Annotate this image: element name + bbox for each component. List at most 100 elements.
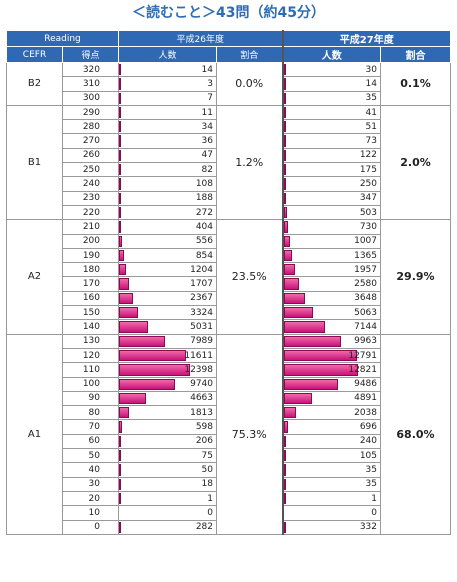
table-row: 50 75 105 (7, 448, 451, 464)
score-cell: 60 (62, 433, 119, 450)
count-value: 47 (201, 150, 213, 161)
count-bar (119, 378, 175, 390)
count-value: 854 (195, 250, 213, 261)
count-26-cell: 1204 (118, 262, 217, 278)
count-value: 1813 (190, 407, 213, 418)
count-value: 1204 (190, 264, 213, 275)
header-reading: Reading (6, 30, 119, 47)
count-bar (119, 249, 124, 262)
count-bar (283, 378, 338, 390)
count-27-cell: 9963 (282, 333, 381, 349)
count-26-cell: 7 (118, 90, 217, 106)
count-value: 3648 (354, 293, 377, 304)
count-bar (119, 135, 121, 147)
count-26-cell: 12398 (118, 362, 217, 378)
table-row: 280 34 51 (7, 119, 451, 135)
count-27-cell: 5063 (282, 305, 381, 321)
count-27-cell: 12821 (282, 362, 381, 378)
count-value: 35 (365, 464, 377, 475)
count-27-cell: 1 (282, 490, 381, 507)
count-value: 0 (207, 507, 213, 518)
cefr-level: A2 (6, 219, 63, 335)
score-cell: 240 (62, 176, 119, 192)
count-bar (283, 221, 288, 233)
count-value: 7989 (190, 336, 213, 347)
count-value: 41 (365, 107, 377, 118)
count-bar (283, 164, 286, 176)
count-value: 14 (201, 64, 213, 75)
header-cefr: CEFR (6, 46, 63, 63)
count-27-cell: 1365 (282, 247, 381, 264)
score-cell: 200 (62, 233, 119, 249)
count-27-cell: 14 (282, 76, 381, 92)
table-row: 0 282 332 (7, 519, 451, 535)
header-ratio-26: 割合 (216, 46, 284, 63)
count-27-cell: 1007 (282, 233, 381, 249)
score-cell: 170 (62, 276, 119, 292)
count-value: 1957 (354, 264, 377, 275)
score-cell: 320 (62, 61, 119, 78)
score-cell: 290 (62, 104, 119, 121)
score-cell: 100 (62, 376, 119, 392)
count-27-cell: 9486 (282, 376, 381, 392)
count-value: 1007 (354, 236, 377, 247)
score-cell: 150 (62, 305, 119, 321)
cefr-level: A1 (6, 333, 63, 535)
count-value: 3 (207, 78, 213, 89)
count-bar (283, 364, 358, 376)
count-27-cell: 105 (282, 448, 381, 464)
count-bar (119, 421, 122, 433)
table-row: 100 9740 9486 (7, 376, 451, 392)
count-value: 82 (201, 164, 213, 175)
table-row: 110 12398 12821 (7, 362, 451, 378)
count-value: 5063 (354, 307, 377, 318)
count-value: 1 (371, 493, 377, 504)
score-cell: 310 (62, 76, 119, 92)
score-cell: 30 (62, 476, 119, 492)
count-26-cell: 18 (118, 476, 217, 492)
count-26-cell: 108 (118, 176, 217, 192)
table-row: 90 4663 4891 (7, 390, 451, 407)
count-bar (119, 221, 121, 233)
count-value: 108 (195, 179, 213, 190)
count-27-cell: 347 (282, 190, 381, 206)
count-value: 206 (195, 436, 213, 447)
count-value: 18 (201, 479, 213, 490)
table-row: 80 1813 2038 (7, 405, 451, 421)
count-26-cell: 272 (118, 204, 217, 221)
count-value: 556 (195, 236, 213, 247)
count-26-cell: 206 (118, 433, 217, 450)
count-26-cell: 3 (118, 76, 217, 92)
count-27-cell: 35 (282, 90, 381, 106)
count-bar (119, 450, 121, 462)
page-title: ＜読むこと＞43問（約45分） (132, 5, 325, 21)
count-26-cell: 4663 (118, 390, 217, 407)
ratio-27: 2.0% (380, 104, 451, 221)
count-value: 12791 (348, 350, 377, 361)
count-26-cell: 3324 (118, 305, 217, 321)
reading-score-table: Reading 平成26年度 平成27年度 CEFR 得点 人数 割合 人数 割… (6, 30, 451, 535)
count-bar (119, 521, 121, 533)
score-cell: 140 (62, 319, 119, 335)
count-26-cell: 7989 (118, 333, 217, 349)
score-cell: 260 (62, 147, 119, 164)
count-value: 1707 (190, 279, 213, 290)
count-26-cell: 36 (118, 133, 217, 149)
count-bar (283, 307, 313, 319)
count-27-cell: 2580 (282, 276, 381, 292)
table-row: 180 1204 1957 (7, 262, 451, 278)
count-value: 30 (365, 64, 377, 75)
count-26-cell: 9740 (118, 376, 217, 392)
count-bar (283, 521, 286, 533)
table-row: A2 210 404 23.5% 730 29.9% (6, 219, 451, 335)
count-bar (119, 307, 138, 319)
count-value: 14 (365, 78, 377, 89)
count-bar (119, 164, 121, 176)
count-27-cell: 250 (282, 176, 381, 192)
count-value: 105 (359, 450, 377, 461)
count-bar (283, 92, 286, 104)
count-26-cell: 50 (118, 462, 217, 478)
ratio-26: 0.0% (216, 62, 284, 106)
count-bar (283, 321, 325, 333)
count-bar (283, 392, 312, 405)
